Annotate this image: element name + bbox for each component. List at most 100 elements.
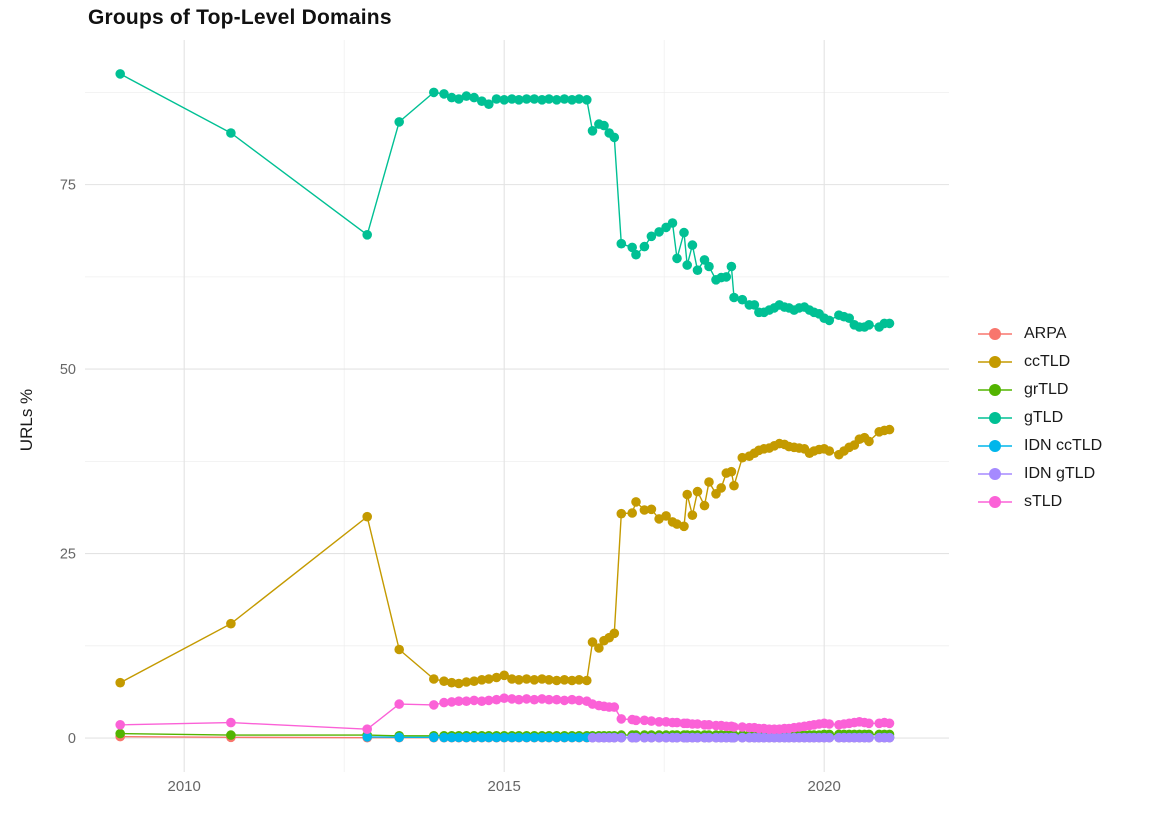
legend-key-icon (978, 495, 1012, 509)
data-point-gtld (362, 230, 373, 240)
data-point-stld (394, 699, 405, 709)
data-point-cctld (484, 674, 494, 684)
legend-item-gtld: gTLD (978, 404, 1102, 432)
data-point-gtld (639, 241, 650, 252)
data-point-idn-cctld (461, 732, 472, 743)
x-tick-label: 2010 (168, 778, 201, 795)
data-point-stld (609, 702, 620, 712)
series-idn-gtld (587, 732, 895, 743)
data-point-idn-gtld (616, 732, 627, 743)
x-tick-label: 2020 (808, 778, 841, 795)
data-point-cctld (429, 674, 439, 684)
data-point-stld (226, 717, 236, 728)
data-point-gtld (461, 91, 472, 101)
data-point-cctld (491, 672, 502, 683)
data-point-idn-gtld (737, 732, 748, 743)
data-point-idn-cctld (537, 732, 547, 743)
series-stld (115, 693, 895, 734)
legend-label: IDN ccTLD (1024, 437, 1103, 454)
data-point-stld (454, 696, 464, 706)
data-point-gtld (551, 95, 562, 105)
data-point-stld (115, 720, 125, 730)
data-point-stld (646, 716, 657, 726)
data-point-stld (529, 694, 540, 705)
data-point-stld (559, 695, 570, 706)
data-point-stld (499, 693, 510, 703)
data-point-gtld (115, 69, 125, 79)
data-point-stld (567, 694, 577, 705)
data-point-idn-gtld (884, 732, 895, 743)
data-point-idn-cctld (454, 732, 464, 743)
legend-label: grTLD (1024, 381, 1069, 398)
data-point-gtld (544, 94, 554, 104)
data-point-gtld (587, 126, 598, 136)
data-point-idn-gtld (646, 732, 657, 743)
data-point-gtld (682, 260, 692, 270)
data-point-cctld (661, 511, 671, 521)
data-point-gtld (729, 292, 739, 303)
data-point-gtld (446, 92, 457, 103)
data-point-stld (521, 694, 532, 704)
data-point-cctld (529, 675, 540, 685)
data-point-gtld (824, 315, 835, 326)
series-gtld (115, 69, 895, 332)
data-point-stld (692, 719, 703, 729)
data-point-cctld (646, 504, 657, 515)
data-point-cctld (574, 675, 584, 685)
data-point-gtld (521, 94, 532, 104)
y-axis-title: URLs % (17, 388, 36, 452)
data-point-gtld (667, 218, 678, 228)
data-point-stld (491, 694, 502, 705)
data-point-cctld (824, 446, 835, 456)
data-point-gtld (491, 94, 502, 104)
data-point-gtld (654, 227, 664, 237)
data-point-gtld (559, 94, 570, 104)
data-point-gtld (884, 318, 895, 329)
data-point-idn-cctld (529, 732, 540, 743)
x-tick-label: 2015 (488, 778, 521, 795)
legend-key-icon (978, 383, 1012, 397)
data-point-stld (469, 695, 479, 706)
data-point-idn-cctld (362, 732, 373, 742)
data-point-gtld (672, 253, 682, 264)
data-point-gtld (514, 95, 524, 105)
data-point-cctld (226, 618, 236, 629)
data-point-stld (544, 694, 554, 705)
data-point-gtld (679, 227, 689, 238)
data-point-idn-cctld (429, 732, 439, 743)
legend-label: gTLD (1024, 409, 1064, 426)
y-tick-label: 0 (68, 731, 76, 747)
data-point-grtld (115, 728, 125, 739)
data-point-idn-cctld (574, 732, 584, 743)
data-point-stld (362, 724, 373, 734)
data-point-cctld (507, 674, 517, 684)
data-point-gtld (567, 95, 577, 105)
data-point-idn-cctld (551, 732, 562, 743)
data-point-cctld (567, 675, 577, 686)
data-point-stld (507, 694, 517, 704)
data-point-gtld (574, 94, 584, 104)
data-point-gtld (226, 128, 236, 138)
gridlines (85, 40, 949, 772)
data-point-stld (639, 715, 650, 726)
data-point-idn-cctld (394, 732, 405, 743)
data-point-cctld (726, 466, 737, 477)
data-point-cctld (537, 674, 547, 684)
data-point-gtld (499, 95, 510, 105)
data-point-gtld (454, 94, 464, 104)
data-point-idn-cctld (559, 732, 570, 743)
data-point-gtld (484, 99, 494, 109)
legend-key-icon (978, 355, 1012, 369)
data-point-cctld (461, 677, 472, 687)
data-point-idn-cctld (469, 732, 479, 743)
legend-key-icon (978, 467, 1012, 481)
data-point-stld (484, 695, 494, 706)
series-cctld (115, 424, 895, 689)
data-point-gtld (737, 294, 748, 305)
data-point-gtld (692, 265, 703, 276)
data-point-stld (672, 717, 682, 728)
data-point-idn-cctld (521, 732, 532, 743)
data-point-stld (729, 722, 739, 732)
data-point-gtld (646, 231, 657, 242)
data-point-gtld (469, 92, 479, 103)
